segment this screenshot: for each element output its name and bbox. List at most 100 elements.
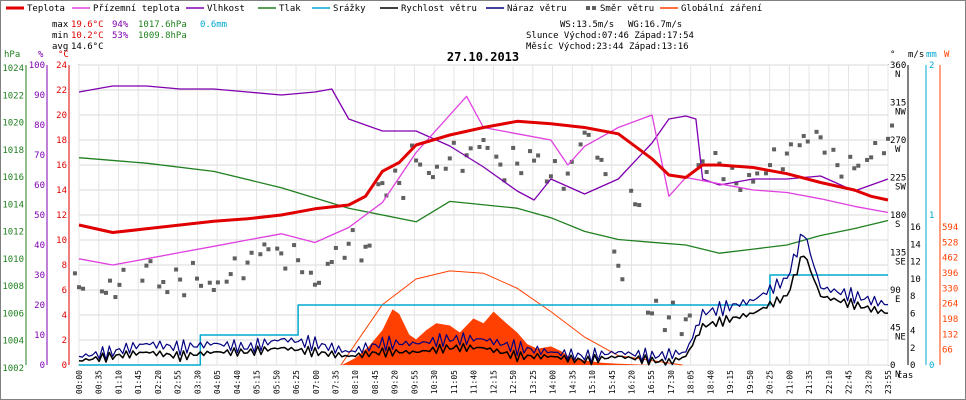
wind-direction-point xyxy=(174,267,179,272)
x-axis-tick: 17:30 xyxy=(667,370,676,394)
x-axis-tick: 00:35 xyxy=(95,370,104,394)
hpa-unit: hPa xyxy=(4,50,20,60)
mm-axis-tick: 2 xyxy=(929,61,934,71)
wind-direction-point xyxy=(393,168,398,173)
pct-unit: % xyxy=(38,50,44,60)
wind-direction-point xyxy=(430,175,435,180)
rain-line xyxy=(79,274,888,366)
wind-direction-point xyxy=(650,311,655,316)
legend-item-humidity: Vlhkost xyxy=(186,4,245,14)
svg-text:1009.8hPa: 1009.8hPa xyxy=(138,31,187,41)
x-axis-tick: 05:15 xyxy=(253,370,262,394)
x-axis-tick: 15:10 xyxy=(588,370,597,394)
wind-direction-point xyxy=(199,283,204,288)
ms-axis-tick: 6 xyxy=(910,309,915,319)
wind-direction-point xyxy=(380,181,385,186)
svg-text:Směr větru: Směr větru xyxy=(600,4,654,14)
wind-direction-point xyxy=(734,181,739,186)
dir-axis-label: NE xyxy=(895,333,906,343)
wind-direction-point xyxy=(215,280,220,285)
wind-direction-point xyxy=(494,154,499,159)
axes: 1024102210201018101610141012101010081006… xyxy=(2,61,958,394)
legend-item-pressure: Tlak xyxy=(258,4,301,14)
w-axis-tick: 528 xyxy=(942,238,958,248)
wind-direction-point xyxy=(190,260,195,265)
c-axis-tick: 4 xyxy=(62,311,67,321)
legend-item-temp: Teplota xyxy=(6,4,65,14)
gust-line xyxy=(78,233,889,364)
svg-text:10.2°C: 10.2°C xyxy=(71,31,104,41)
wind-direction-point xyxy=(333,245,338,250)
wind-direction-point xyxy=(561,186,566,191)
wind-direction-point xyxy=(687,313,692,318)
chart-title: 27.10.2013 xyxy=(447,50,519,64)
pressure-line xyxy=(78,157,889,254)
wind-direction-point xyxy=(140,278,145,283)
dir-axis-label: NW xyxy=(895,108,906,118)
x-axis-tick: 05:50 xyxy=(272,370,281,394)
x-axis-tick: 01:10 xyxy=(114,370,123,394)
wind-direction-point xyxy=(113,295,118,300)
x-axis-tick: 21:00 xyxy=(785,370,794,394)
wind-direction-point xyxy=(232,256,237,261)
pct-axis-tick: 10 xyxy=(34,331,45,341)
c-axis-tick: 18 xyxy=(56,136,67,146)
pct-axis-tick: 0 xyxy=(40,361,45,371)
x-axis-tick: 11:40 xyxy=(470,370,479,394)
hpa-axis-tick: 1008 xyxy=(2,282,24,292)
pct-axis-tick: 70 xyxy=(34,151,45,161)
x-axis-tick: 12:15 xyxy=(489,370,498,394)
svg-text:min: min xyxy=(52,31,68,41)
wind-direction-point xyxy=(831,147,836,152)
wind-direction-point xyxy=(443,166,448,171)
wind-direction-point xyxy=(363,244,368,249)
svg-text:14.6°C: 14.6°C xyxy=(71,42,104,52)
svg-text:WS:13.5m/s: WS:13.5m/s xyxy=(560,20,614,30)
wind-direction-point xyxy=(194,276,199,281)
svg-text:Měsíc Východ:23:44 Západ:13:: Měsíc Východ:23:44 Západ:13:16 xyxy=(526,42,689,52)
svg-text:94%: 94% xyxy=(112,20,129,30)
x-axis-tick: 01:45 xyxy=(134,370,143,394)
legend-item-rain: Srážky xyxy=(312,4,366,14)
pct-axis-tick: 90 xyxy=(34,91,45,101)
wind-direction-point xyxy=(359,258,364,263)
svg-text:19.6°C: 19.6°C xyxy=(71,20,104,30)
wind-direction-point xyxy=(616,263,621,268)
wind-direction-point xyxy=(165,290,170,295)
ms-axis-tick: 16 xyxy=(910,223,921,233)
wind-direction-point xyxy=(586,132,591,137)
pct-axis-tick: 30 xyxy=(34,271,45,281)
svg-text:max: max xyxy=(52,20,69,30)
c-axis-tick: 6 xyxy=(62,286,67,296)
wind-direction-point xyxy=(548,174,553,179)
wind-direction-point xyxy=(511,145,516,150)
legend-item-gust: Náraz větru xyxy=(486,4,567,14)
wind-direction-point xyxy=(224,279,229,284)
wind-direction-point xyxy=(410,143,415,148)
dir-axis-tick: 270 xyxy=(890,136,906,146)
w-axis-tick: 66 xyxy=(942,346,953,356)
wind-direction-point xyxy=(144,263,149,268)
wind-direction-point xyxy=(342,255,347,260)
wind-direction-point xyxy=(620,277,625,282)
hpa-axis-tick: 1010 xyxy=(2,255,24,265)
wind-direction-point xyxy=(599,157,604,162)
wind-direction-point xyxy=(121,267,126,272)
dir-axis-tick: 315 xyxy=(890,99,906,109)
wind-direction-point xyxy=(755,171,760,176)
wind-direction-point xyxy=(713,151,718,156)
c-axis-tick: 10 xyxy=(56,236,67,246)
c-unit: °C xyxy=(58,50,69,60)
wind-direction-point xyxy=(99,289,104,294)
dir-axis-label: S xyxy=(895,220,900,230)
wind-direction-point xyxy=(426,170,431,175)
x-axis-tick: 20:25 xyxy=(766,370,775,394)
wind-direction-point xyxy=(856,163,861,168)
ms-unit: m/s xyxy=(908,50,924,60)
wind-direction-point xyxy=(886,136,890,141)
wind-direction-point xyxy=(161,280,166,285)
c-axis-tick: 20 xyxy=(56,111,67,121)
pct-axis-tick: 100 xyxy=(29,61,45,71)
x-axis-tick: 06:25 xyxy=(292,370,301,394)
wind-direction-point xyxy=(148,259,153,264)
